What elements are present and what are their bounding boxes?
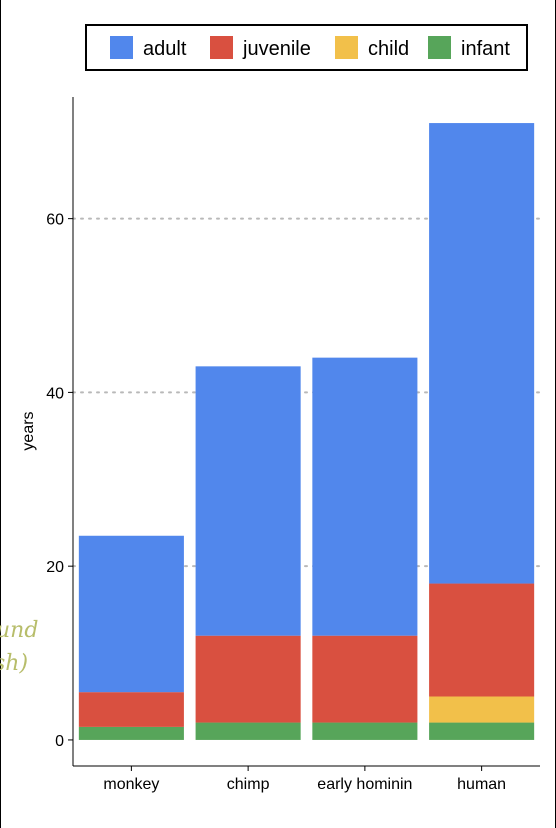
bar-infant — [78, 726, 184, 740]
y-tick-label: 40 — [46, 385, 64, 402]
gridlines — [72, 217, 541, 568]
bar-adult — [429, 123, 535, 584]
legend-swatch-child — [335, 36, 358, 59]
bar-infant — [429, 722, 535, 740]
bar-infant — [195, 722, 301, 740]
legend-swatch-adult — [110, 36, 133, 59]
legend-label-infant: infant — [461, 38, 510, 60]
bar-infant — [312, 722, 418, 740]
legend-label-child: child — [368, 38, 409, 60]
y-axis-label: years — [20, 411, 37, 450]
bars — [78, 123, 535, 740]
legend-swatch-infant — [428, 36, 451, 59]
bar-juvenile — [429, 583, 535, 697]
bar-adult — [312, 357, 418, 636]
legend-box — [85, 24, 528, 71]
y-ticks: 0 20 40 60 — [46, 212, 73, 750]
legend: adult juvenile child infant — [85, 24, 528, 71]
annotation-line-1: und — [0, 618, 38, 643]
x-tick-label: chimp — [227, 776, 270, 793]
axes — [72, 97, 540, 767]
legend-swatch-juvenile — [210, 36, 233, 59]
legend-label-juvenile: juvenile — [242, 38, 311, 60]
bar-juvenile — [78, 692, 184, 727]
x-tick-label: early hominin — [317, 776, 412, 793]
bar-child — [429, 696, 535, 723]
handwritten-annotation: und sh) — [0, 618, 38, 676]
bar-juvenile — [195, 635, 301, 723]
legend-label-adult: adult — [143, 38, 187, 60]
y-tick-label: 60 — [46, 212, 64, 229]
annotation-line-2: sh) — [0, 651, 28, 676]
bar-adult — [195, 366, 301, 636]
y-tick-label: 0 — [55, 733, 64, 750]
bar-adult — [78, 535, 184, 693]
x-ticks: monkey chimp early hominin human — [103, 766, 506, 793]
y-tick-label: 20 — [46, 559, 64, 576]
x-tick-label: human — [457, 776, 506, 793]
x-tick-label: monkey — [103, 776, 159, 793]
bar-juvenile — [312, 635, 418, 723]
